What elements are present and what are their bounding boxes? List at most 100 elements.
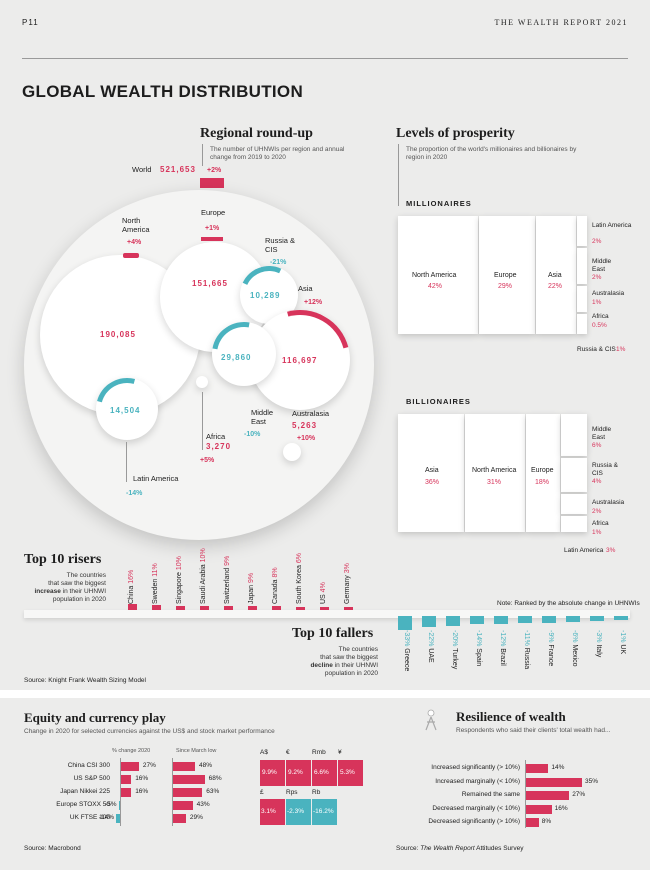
equity-change-bar: [120, 775, 132, 784]
equity-change-bar: [116, 814, 120, 823]
mil-la-label: Latin America: [592, 222, 632, 229]
riser-country: Singapore: [176, 572, 183, 604]
australasia-change: +10%: [297, 435, 316, 442]
russia-value: 10,289: [250, 291, 281, 300]
header-rule: [22, 58, 628, 59]
riser-gap: [296, 563, 303, 565]
equity-since-value: 29%: [189, 814, 203, 821]
resilience-value: 8%: [541, 818, 552, 825]
equity-change-bar: [120, 762, 139, 771]
equity-since-bar: [172, 801, 193, 810]
riser-bar: [152, 605, 161, 610]
europe-arc: [201, 237, 223, 241]
riser-value: 10%: [200, 548, 207, 563]
currency-symbol: ¥: [338, 749, 342, 756]
riser-country: US: [320, 594, 327, 604]
faller-bar: [542, 616, 556, 623]
page-title: GLOBAL WEALTH DISTRIBUTION: [22, 82, 304, 101]
mil-block-middle-east: [577, 248, 587, 284]
bil-block-russia: [561, 458, 587, 492]
equity-since-bar: [172, 814, 186, 823]
currency-value: 3.1%: [261, 808, 276, 815]
faller-value: -14%: [475, 630, 482, 647]
riser-country: Japan: [248, 584, 255, 604]
equity-change-value: -14%: [98, 814, 115, 821]
world-label: World: [132, 165, 152, 174]
faller-label: -12% Brazil: [499, 630, 506, 666]
equity-change-bar: [120, 788, 132, 797]
faller-bar: [398, 616, 412, 630]
mil-na-value: 42%: [428, 283, 443, 290]
fallers-text-a: The countries: [338, 646, 378, 653]
riser-bar: [248, 605, 257, 610]
resilience-bar: [526, 804, 552, 814]
risers-text-a: The countries: [66, 572, 106, 579]
currency-value: -2.3%: [287, 808, 304, 815]
faller-value: -22%: [427, 630, 434, 647]
equity-name: Europe STOXX 50: [56, 801, 110, 808]
riser-label: Canada 8%: [272, 567, 279, 604]
riser-label: Saudi Arabia 10%: [200, 548, 207, 604]
mil-eu-label: Europe: [494, 272, 517, 279]
riser-gap: [344, 573, 351, 575]
equity-since-value: 43%: [196, 801, 210, 808]
riser-country: Switzerland: [224, 567, 231, 604]
faller-value: -1%: [619, 630, 626, 643]
russia-label: Russia & CIS: [265, 236, 296, 254]
riser-gap: [128, 584, 135, 586]
riser-value: 8%: [272, 567, 279, 578]
resilience-value: 35%: [585, 777, 599, 785]
fallers-text-bold: decline: [310, 662, 333, 669]
risers-text-b: that saw the biggest: [48, 580, 106, 587]
resilience-subtitle: Respondents who said their clients' tota…: [456, 727, 611, 734]
faller-label: -11% Russia: [523, 630, 530, 669]
latin-america-value: 14,504: [110, 406, 141, 415]
africa-change: +5%: [200, 457, 215, 464]
risers-text-d: population in 2020: [52, 596, 106, 603]
faller-country: UAE: [427, 648, 434, 663]
mil-block-asia: [536, 216, 576, 334]
equity-axis: [120, 758, 121, 826]
bil-me-label: Middle East: [592, 426, 612, 441]
europe-value: 151,665: [192, 279, 228, 288]
riser-label: Germany 3%: [344, 563, 351, 604]
bil-na-value: 31%: [487, 479, 502, 486]
millionaires-heading: MILLIONAIRES: [406, 199, 472, 208]
currency-cell: [338, 760, 363, 786]
currency-symbol: A$: [260, 749, 268, 756]
riser-gap: [176, 570, 183, 572]
resilience-bar: [526, 764, 549, 773]
middle-east-change: -10%: [244, 431, 261, 438]
report-name: THE WEALTH REPORT 2021: [494, 18, 628, 27]
currency-symbol: Rb: [312, 789, 321, 796]
ranking-note: Note: Ranked by the absolute change in U…: [497, 600, 640, 607]
riser-country: Germany: [344, 575, 351, 604]
fallers-text-d: population in 2020: [324, 670, 378, 677]
faller-value: -6%: [571, 630, 578, 643]
faller-country: Mexico: [571, 644, 578, 667]
bubble-middle-east: [212, 322, 276, 386]
north-america-value: 190,085: [100, 330, 136, 339]
page-number: P11: [22, 18, 39, 27]
bil-la-value: 3%: [606, 547, 616, 554]
fallers-text-b: that saw the biggest: [320, 654, 378, 661]
mil-af-value: 0.5%: [592, 322, 607, 329]
bil-af-value: 1%: [592, 529, 602, 536]
equity-col1: % change 2020: [112, 748, 151, 754]
mil-ru-label: Russia & CIS: [577, 346, 616, 353]
mil-eu-value: 29%: [498, 283, 513, 290]
mil-me-label: Middle East: [592, 258, 612, 273]
riser-bar: [272, 606, 281, 610]
equity-since-bar: [172, 775, 205, 784]
bil-na-label: North America: [472, 467, 517, 474]
europe-change: +1%: [205, 225, 220, 232]
equity-name: US S&P 500: [73, 775, 110, 782]
riser-bar: [128, 604, 137, 610]
middle-east-label: Middle East: [251, 408, 274, 426]
russia-change: -21%: [270, 259, 287, 266]
north-america-label: North America: [122, 216, 150, 234]
mil-block-africa: [577, 314, 587, 334]
faller-country: Greece: [403, 648, 410, 672]
currency-value: 5.3%: [340, 769, 355, 776]
equity-since-value: 48%: [199, 762, 213, 769]
